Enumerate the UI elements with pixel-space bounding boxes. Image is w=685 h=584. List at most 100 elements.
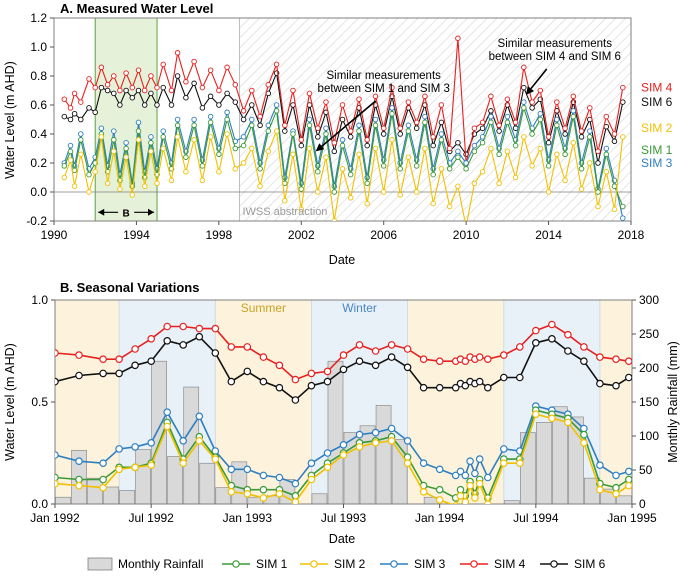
data-point xyxy=(232,145,239,152)
data-point xyxy=(504,113,511,120)
legend-marker xyxy=(550,560,558,568)
data-point xyxy=(471,180,478,187)
data-point xyxy=(315,168,321,175)
data-point xyxy=(603,145,610,152)
data-point xyxy=(249,122,255,129)
data-point xyxy=(397,125,403,131)
data-point xyxy=(92,168,98,175)
data-point xyxy=(611,183,618,189)
data-point xyxy=(483,473,492,482)
rainfall-bar xyxy=(616,495,632,505)
data-point xyxy=(298,137,305,143)
data-point xyxy=(163,322,172,331)
rainfall-bar xyxy=(391,439,408,505)
data-point xyxy=(620,99,626,105)
data-point xyxy=(405,99,412,105)
data-point xyxy=(611,131,618,137)
series-line xyxy=(55,323,629,381)
data-point xyxy=(537,87,544,94)
data-point xyxy=(430,200,436,207)
data-point xyxy=(123,145,129,152)
data-point xyxy=(484,500,492,504)
data-point xyxy=(290,87,296,94)
series-line xyxy=(55,413,630,504)
data-point xyxy=(413,119,420,126)
arrow-head xyxy=(525,86,535,95)
data-point xyxy=(475,353,484,361)
data-point xyxy=(496,128,502,134)
data-point xyxy=(446,145,453,152)
data-point xyxy=(595,203,601,210)
data-point xyxy=(232,99,239,105)
data-point xyxy=(129,94,136,101)
data-point xyxy=(512,174,519,181)
data-point xyxy=(240,116,247,123)
data-point xyxy=(154,180,160,187)
data-point xyxy=(135,87,142,94)
x-tick-label: 2014 xyxy=(535,228,562,242)
data-point xyxy=(499,445,508,453)
data-point xyxy=(98,64,105,71)
y2-tick-label: 50 xyxy=(639,463,653,477)
data-point xyxy=(372,116,379,123)
data-point xyxy=(389,105,395,111)
data-point xyxy=(331,148,338,155)
y2-tick-label: 200 xyxy=(639,361,659,375)
data-point xyxy=(265,81,272,88)
data-point xyxy=(562,131,568,137)
data-point xyxy=(61,163,68,169)
data-point xyxy=(446,203,453,210)
data-point xyxy=(515,373,524,382)
data-point xyxy=(496,151,502,158)
data-point xyxy=(596,461,604,470)
data-point xyxy=(224,116,230,123)
data-point xyxy=(611,138,618,145)
y-tick-label: 0.8 xyxy=(30,69,47,83)
x-tick-label: Jan 1993 xyxy=(223,511,273,525)
data-point xyxy=(355,430,364,439)
data-point xyxy=(603,168,610,175)
data-point xyxy=(488,145,494,152)
data-point xyxy=(265,128,272,134)
data-point xyxy=(123,139,129,146)
data-point xyxy=(315,125,321,131)
y-tick-label: 0.6 xyxy=(30,98,47,112)
legend-item-sim-3: SIM 3 xyxy=(380,557,446,571)
arrow-head xyxy=(148,208,155,216)
data-point xyxy=(515,459,524,468)
panel-a-ticks: 1990 1994 1998 2002 2006 2010 2014 2018 -0.2 0.0 0… xyxy=(26,11,644,242)
data-point xyxy=(195,324,204,333)
data-point xyxy=(339,142,346,149)
data-point xyxy=(596,485,604,494)
data-point xyxy=(123,70,129,76)
data-point xyxy=(160,128,166,134)
data-point xyxy=(323,131,329,137)
data-point xyxy=(115,369,123,378)
data-point xyxy=(154,102,160,108)
data-point xyxy=(71,110,78,117)
y-tick-label: 1.0 xyxy=(31,293,48,307)
series-sim-6 xyxy=(55,332,632,404)
data-point xyxy=(306,90,313,97)
data-point xyxy=(61,96,68,102)
data-point xyxy=(455,154,461,160)
data-point xyxy=(355,341,364,349)
series-label-sim-1: SIM 1 xyxy=(641,143,673,157)
data-point xyxy=(163,336,172,345)
data-point xyxy=(147,334,156,343)
data-point xyxy=(174,122,181,129)
data-point xyxy=(67,105,74,111)
data-point xyxy=(148,139,154,146)
data-point xyxy=(273,108,280,114)
data-point xyxy=(455,139,461,146)
data-point xyxy=(387,341,396,349)
data-point xyxy=(435,465,444,474)
x-tick-label: 1994 xyxy=(123,228,150,242)
data-point xyxy=(419,383,428,392)
data-point xyxy=(612,483,620,492)
data-point xyxy=(446,166,453,172)
series-sim-4 xyxy=(55,320,632,384)
data-point xyxy=(419,487,428,496)
data-point xyxy=(191,80,197,87)
